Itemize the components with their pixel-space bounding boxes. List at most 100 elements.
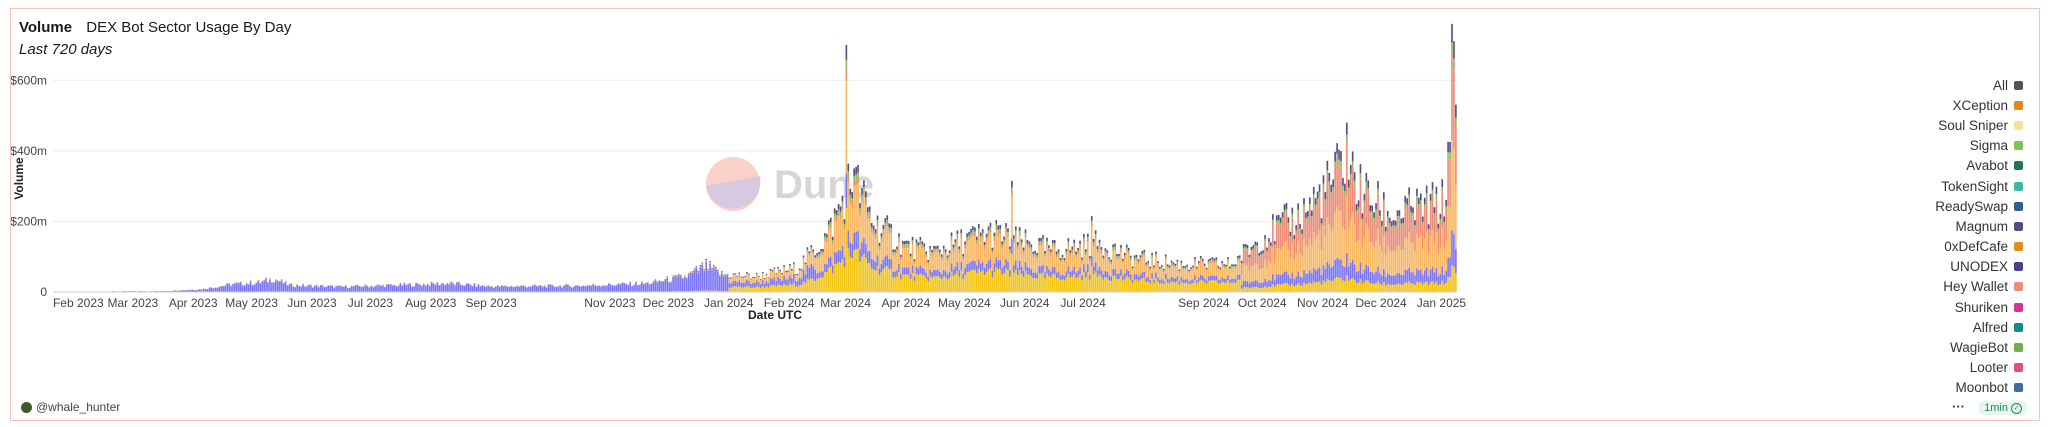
bar-day[interactable] [522, 285, 524, 292]
bar-day[interactable] [730, 277, 733, 292]
bar-day[interactable] [720, 270, 723, 292]
bar-day[interactable] [1194, 257, 1196, 292]
bar-day[interactable] [1244, 243, 1247, 292]
bar-day[interactable] [888, 223, 891, 292]
bar-day[interactable] [845, 45, 848, 292]
bar-day[interactable] [831, 236, 834, 292]
bar-day[interactable] [1240, 260, 1243, 292]
bar-day[interactable] [985, 233, 988, 292]
bar-day[interactable] [1299, 223, 1301, 292]
bar-day[interactable] [370, 285, 373, 292]
bar-day[interactable] [1081, 257, 1083, 292]
bar-day[interactable] [824, 233, 826, 292]
bar-day[interactable] [352, 286, 355, 292]
bar-day[interactable] [1392, 220, 1395, 292]
bar-day[interactable] [826, 234, 828, 292]
bar-day[interactable] [245, 283, 248, 292]
bar-day[interactable] [954, 239, 957, 292]
bar-day[interactable] [763, 278, 766, 292]
bar-day[interactable] [311, 287, 314, 292]
bar-day[interactable] [543, 285, 546, 292]
bar-day[interactable] [1003, 236, 1005, 292]
bar-day[interactable] [783, 265, 785, 292]
bar-day[interactable] [771, 269, 774, 292]
bar-day[interactable] [1203, 263, 1206, 292]
bar-day[interactable] [1322, 175, 1325, 292]
bar-day[interactable] [541, 286, 544, 292]
bar-day[interactable] [580, 286, 583, 292]
bar-day[interactable] [962, 254, 965, 292]
bar-day[interactable] [761, 272, 764, 292]
bar-day[interactable] [1147, 260, 1150, 292]
bar-day[interactable] [1108, 257, 1111, 292]
bar-day[interactable] [1451, 23, 1453, 292]
bar-day[interactable] [567, 284, 569, 292]
bar-day[interactable] [1024, 229, 1027, 292]
bar-day[interactable] [1384, 226, 1387, 292]
bar-day[interactable] [861, 188, 863, 292]
bar-day[interactable] [253, 284, 256, 292]
bar-day[interactable] [660, 281, 663, 292]
bar-day[interactable] [902, 240, 904, 292]
bar-day[interactable] [637, 285, 639, 292]
bar-day[interactable] [940, 254, 943, 292]
bar-day[interactable] [364, 284, 367, 292]
bar-day[interactable] [586, 285, 589, 292]
bar-day[interactable] [532, 285, 534, 292]
bar-day[interactable] [937, 245, 939, 292]
bar-day[interactable] [572, 286, 575, 292]
bar-day[interactable] [574, 285, 577, 292]
bar-day[interactable] [500, 285, 503, 292]
bar-day[interactable] [368, 287, 371, 292]
author[interactable]: @whale_hunter [21, 400, 120, 414]
bar-day[interactable] [1174, 263, 1177, 292]
bar-day[interactable] [1170, 260, 1173, 292]
bar-day[interactable] [944, 249, 947, 292]
bar-day[interactable] [791, 268, 793, 292]
bar-day[interactable] [489, 286, 491, 292]
bar-day[interactable] [680, 274, 682, 292]
bar-day[interactable] [520, 285, 522, 292]
bar-day[interactable] [1369, 205, 1372, 292]
bar-day[interactable] [681, 278, 684, 292]
bar-day[interactable] [1180, 260, 1183, 292]
bar-day[interactable] [1207, 259, 1210, 292]
bar-day[interactable] [613, 285, 616, 292]
bar-day[interactable] [294, 287, 297, 292]
bar-day[interactable] [528, 286, 530, 292]
bar-day[interactable] [644, 282, 647, 292]
bar-day[interactable] [1398, 210, 1401, 292]
bar-day[interactable] [395, 286, 398, 292]
bar-day[interactable] [942, 245, 945, 292]
bar-day[interactable] [1090, 216, 1093, 292]
bar-day[interactable] [789, 264, 791, 292]
bar-day[interactable] [911, 236, 914, 292]
bar-day[interactable] [1036, 253, 1039, 292]
bar-day[interactable] [1100, 247, 1103, 292]
bar-day[interactable] [1441, 179, 1444, 292]
bar-day[interactable] [1235, 264, 1237, 293]
bar-day[interactable] [496, 285, 499, 292]
bar-day[interactable] [1034, 250, 1037, 292]
bar-day[interactable] [1303, 198, 1305, 292]
bar-day[interactable] [553, 286, 556, 292]
bar-day[interactable] [1063, 258, 1066, 292]
bar-day[interactable] [1272, 214, 1274, 292]
bar-day[interactable] [676, 275, 678, 292]
bar-day[interactable] [863, 180, 865, 292]
bar-day[interactable] [446, 283, 448, 292]
bar-day[interactable] [1242, 244, 1245, 292]
bar-day[interactable] [1073, 239, 1076, 292]
bar-day[interactable] [333, 287, 336, 292]
bar-day[interactable] [1129, 255, 1132, 292]
bar-day[interactable] [220, 285, 223, 292]
bar-day[interactable] [1164, 254, 1167, 292]
bar-day[interactable] [997, 225, 1000, 292]
bar-day[interactable] [563, 285, 565, 292]
bar-day[interactable] [658, 280, 661, 292]
bar-day[interactable] [903, 240, 906, 292]
bar-day[interactable] [224, 285, 227, 292]
bar-day[interactable] [839, 206, 842, 292]
bar-day[interactable] [208, 287, 211, 292]
bar-day[interactable] [376, 284, 378, 292]
